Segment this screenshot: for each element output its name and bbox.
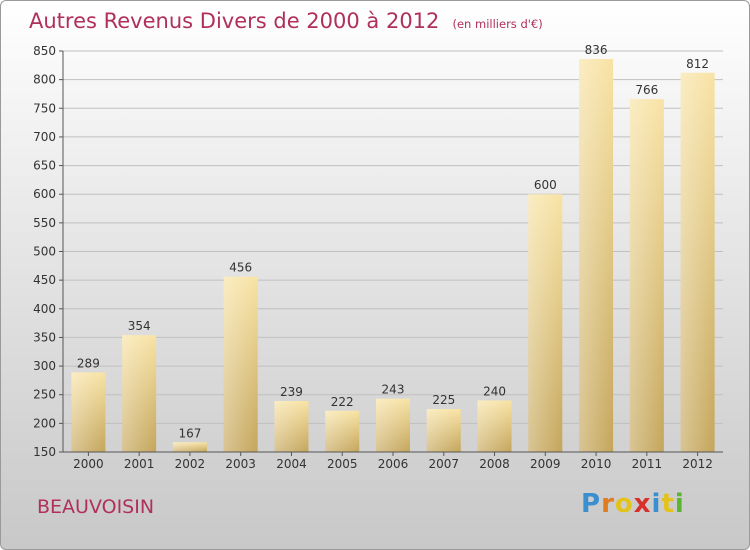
bar-highlight <box>629 99 664 453</box>
x-tick-label: 2009 <box>530 457 561 471</box>
x-tick-label: 2001 <box>124 457 155 471</box>
bar-highlight <box>376 398 410 452</box>
data-label: 289 <box>77 356 100 370</box>
data-label: 600 <box>534 178 557 192</box>
y-tick-label: 200 <box>33 416 56 430</box>
data-label: 239 <box>280 385 303 399</box>
bar-highlight <box>274 401 309 452</box>
x-tick-label: 2010 <box>581 457 612 471</box>
bar-highlight <box>426 409 461 452</box>
data-label: 812 <box>686 57 709 71</box>
y-tick-label: 750 <box>33 101 56 115</box>
bar-highlight <box>122 335 157 452</box>
data-label: 167 <box>178 426 201 440</box>
bar-highlight <box>172 442 207 452</box>
proxiti-logo: Proxiti <box>581 489 685 519</box>
logo-letter: o <box>614 489 634 519</box>
data-label: 222 <box>331 395 354 409</box>
x-tick-label: 2002 <box>175 457 206 471</box>
bar-highlight <box>325 410 360 452</box>
x-tick-label: 2008 <box>479 457 510 471</box>
data-label: 243 <box>382 383 405 397</box>
data-label: 225 <box>432 393 455 407</box>
x-tick-label: 2005 <box>327 457 358 471</box>
bar-highlight <box>477 400 512 452</box>
y-tick-label: 800 <box>33 73 56 87</box>
x-tick-label: 2004 <box>276 457 307 471</box>
chart-title: Autres Revenus Divers de 2000 à 2012 <box>29 9 440 33</box>
commune-name: BEAUVOISIN <box>37 496 155 518</box>
data-label: 240 <box>483 384 506 398</box>
y-tick-label: 500 <box>33 245 56 259</box>
x-tick-label: 2011 <box>632 457 663 471</box>
x-tick-label: 2003 <box>225 457 256 471</box>
logo-letter: x <box>633 489 652 519</box>
bar-highlight <box>71 372 106 452</box>
logo-letter: t <box>661 489 675 519</box>
y-tick-label: 350 <box>33 330 56 344</box>
data-label: 766 <box>635 83 658 97</box>
chart-subtitle: (en milliers d'€) <box>452 17 543 31</box>
y-tick-label: 850 <box>33 44 56 58</box>
y-tick-label: 150 <box>33 445 56 459</box>
bar-highlight <box>223 276 258 452</box>
data-label: 836 <box>585 43 608 57</box>
x-tick-label: 2012 <box>682 457 713 471</box>
x-tick-label: 2006 <box>378 457 409 471</box>
logo-letter: r <box>601 489 615 519</box>
y-tick-label: 650 <box>33 159 56 173</box>
y-tick-label: 700 <box>33 130 56 144</box>
y-tick-label: 600 <box>33 187 56 201</box>
x-tick-label: 2000 <box>73 457 104 471</box>
x-tick-label: 2007 <box>428 457 459 471</box>
y-tick-label: 550 <box>33 216 56 230</box>
y-tick-label: 300 <box>33 359 56 373</box>
bar-highlight <box>680 72 715 453</box>
bar-highlight <box>528 194 563 452</box>
logo-letter: P <box>581 489 602 519</box>
y-tick-label: 400 <box>33 302 56 316</box>
chart-title-block: Autres Revenus Divers de 2000 à 2012 (en… <box>29 9 543 33</box>
logo-letter: i <box>674 489 685 519</box>
data-label: 456 <box>229 261 252 275</box>
y-tick-label: 450 <box>33 273 56 287</box>
y-tick-label: 250 <box>33 388 56 402</box>
logo-letter: i <box>651 489 662 519</box>
bar-highlight <box>579 59 614 453</box>
data-label: 354 <box>128 319 151 333</box>
